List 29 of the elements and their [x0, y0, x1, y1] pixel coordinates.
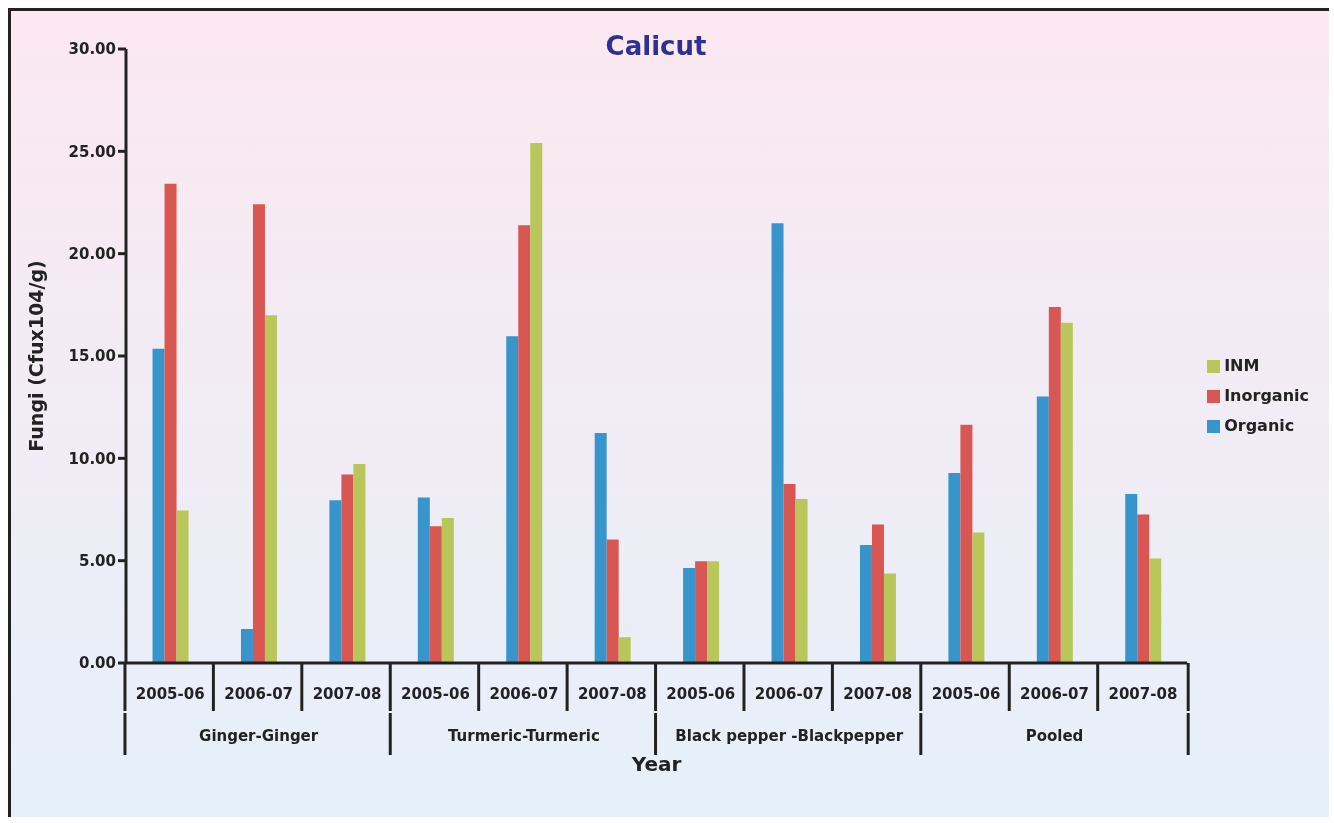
x-tick-label: 2007-08: [577, 685, 647, 703]
y-tick-label: 15.00: [68, 347, 116, 366]
x-tick-label: 2005-06: [666, 685, 736, 703]
legend-label: Inorganic: [1224, 386, 1309, 405]
x-tick-label: 2006-07: [1020, 685, 1089, 703]
legend-label: INM: [1224, 356, 1260, 375]
x-tick-label: 2006-07: [489, 685, 559, 703]
x-tick-label: 2007-08: [312, 685, 382, 703]
y-tick-label: 20.00: [68, 244, 116, 263]
x-tick-label: 2006-07: [754, 685, 824, 703]
x-tick-label: 2006-07: [224, 685, 294, 703]
text: Black pepper -Blackpepper: [675, 727, 904, 745]
y-axis-title: Fungi (Cfux104/g): [24, 260, 47, 452]
x-tick-label: 2007-08: [843, 685, 913, 703]
x-tick-label: 2005-06: [135, 685, 205, 703]
y-tick-label: 10.00: [68, 449, 116, 468]
x-axis-title: Year: [630, 752, 682, 776]
x-tick-label: 2007-08: [1108, 685, 1178, 703]
x-tick-label: 2005-06: [401, 685, 470, 703]
text: Turmeric-Turmeric: [448, 727, 600, 745]
text: Pooled: [1025, 727, 1084, 745]
x-tick-label: 2005-06: [931, 685, 1001, 703]
y-tick-label: 25.00: [68, 142, 116, 161]
text: Ginger-Ginger: [199, 727, 319, 745]
chart-title: Calicut: [605, 31, 707, 61]
legend-label: Organic: [1224, 416, 1295, 435]
y-tick-label: 30.00: [68, 40, 116, 59]
y-tick-label: 0.00: [78, 654, 116, 673]
y-tick-label: 5.00: [78, 551, 116, 570]
